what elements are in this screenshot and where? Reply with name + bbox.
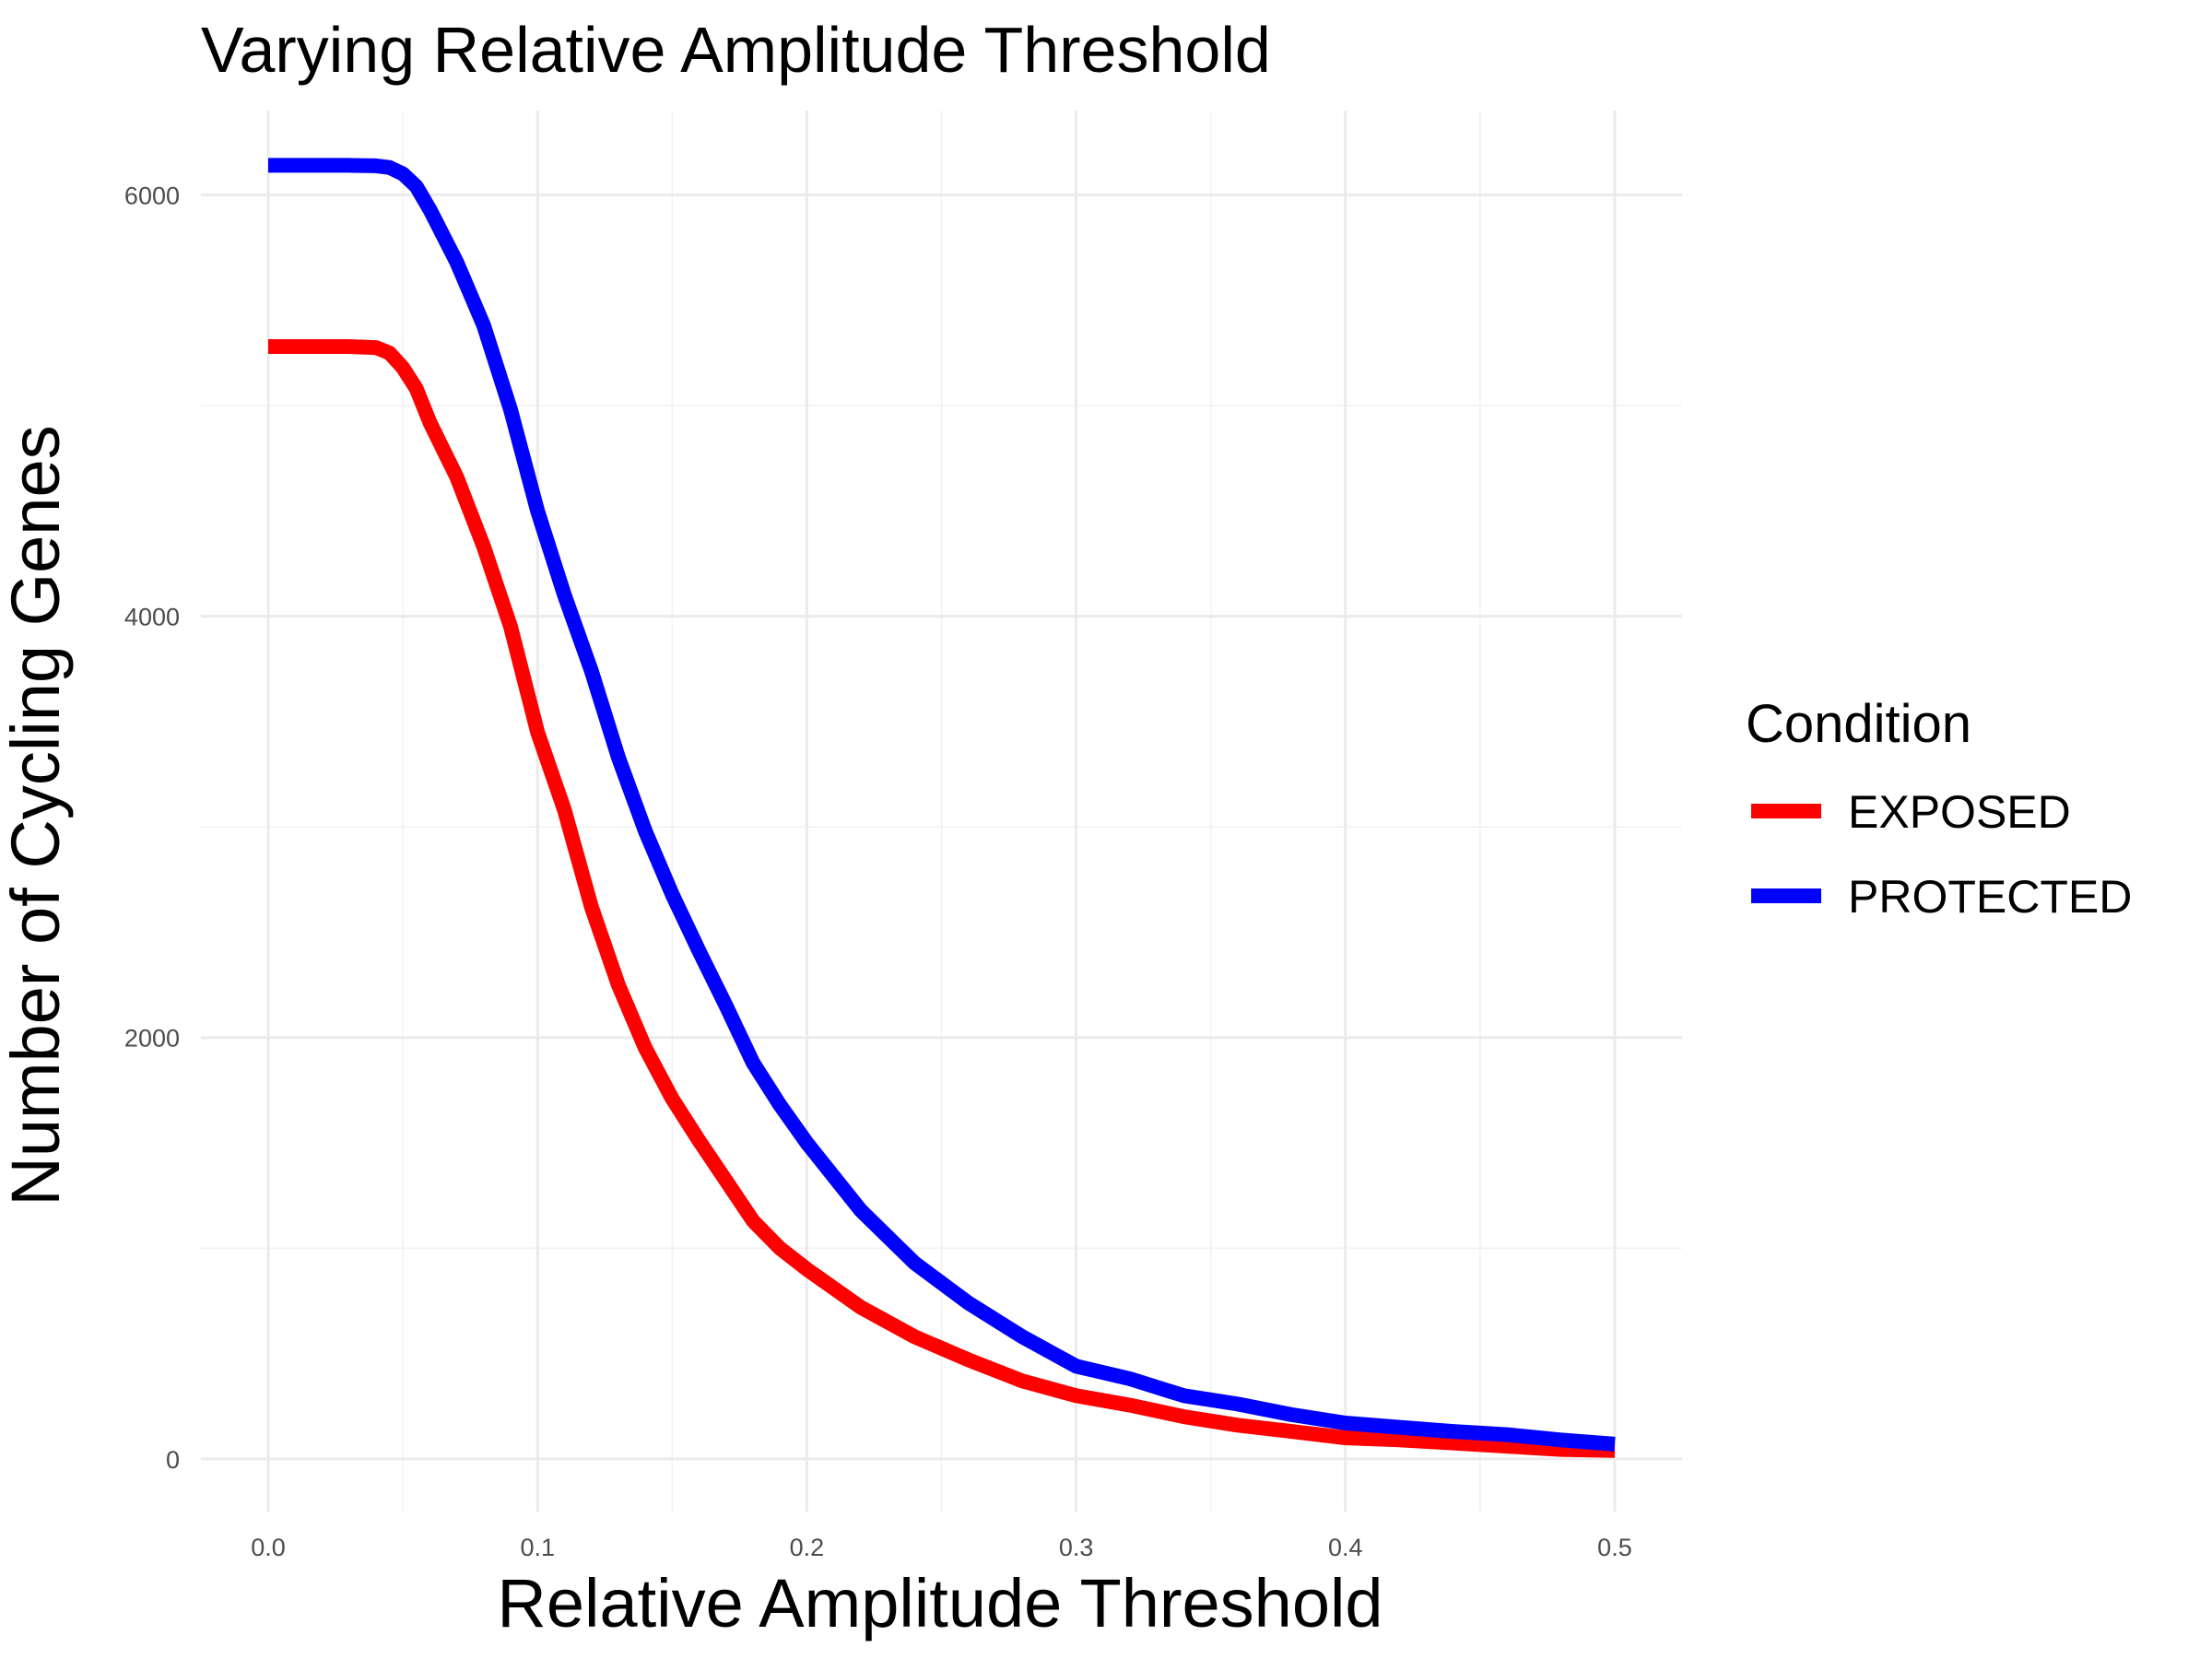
legend: Condition EXPOSED PROTECTED (1746, 694, 2132, 923)
grid (201, 111, 1682, 1512)
y-tick-label: 4000 (124, 604, 180, 631)
y-tick-label: 2000 (124, 1025, 180, 1053)
series-lines (268, 158, 1616, 1458)
legend-label: EXPOSED (1848, 786, 2071, 838)
x-tick-label: 0.1 (520, 1534, 555, 1561)
x-tick-label: 0.3 (1059, 1534, 1094, 1561)
x-tick-label: 0.0 (251, 1534, 286, 1561)
x-tick-label: 0.4 (1328, 1534, 1363, 1561)
x-axis-ticks: 0.0 0.1 0.2 0.3 0.4 0.5 (251, 1534, 1631, 1561)
legend-title: Condition (1746, 694, 1971, 754)
chart-title: Varying Relative Amplitude Threshold (201, 14, 1271, 86)
legend-item-protected: PROTECTED (1751, 871, 2132, 923)
y-tick-label: 0 (166, 1446, 180, 1474)
x-tick-label: 0.5 (1597, 1534, 1632, 1561)
series-line-exposed (268, 339, 1616, 1458)
y-axis-ticks: 0 2000 4000 6000 (124, 182, 180, 1473)
x-tick-label: 0.2 (790, 1534, 825, 1561)
y-axis-title: Number of Cycling Genes (0, 425, 74, 1206)
x-axis-title: Relative Amplitude Threshold (497, 1565, 1382, 1641)
legend-label: PROTECTED (1848, 871, 2132, 923)
series-line-protected (268, 158, 1616, 1452)
y-tick-label: 6000 (124, 182, 180, 209)
legend-item-exposed: EXPOSED (1751, 786, 2071, 838)
legend-items: EXPOSED PROTECTED (1751, 786, 2132, 923)
